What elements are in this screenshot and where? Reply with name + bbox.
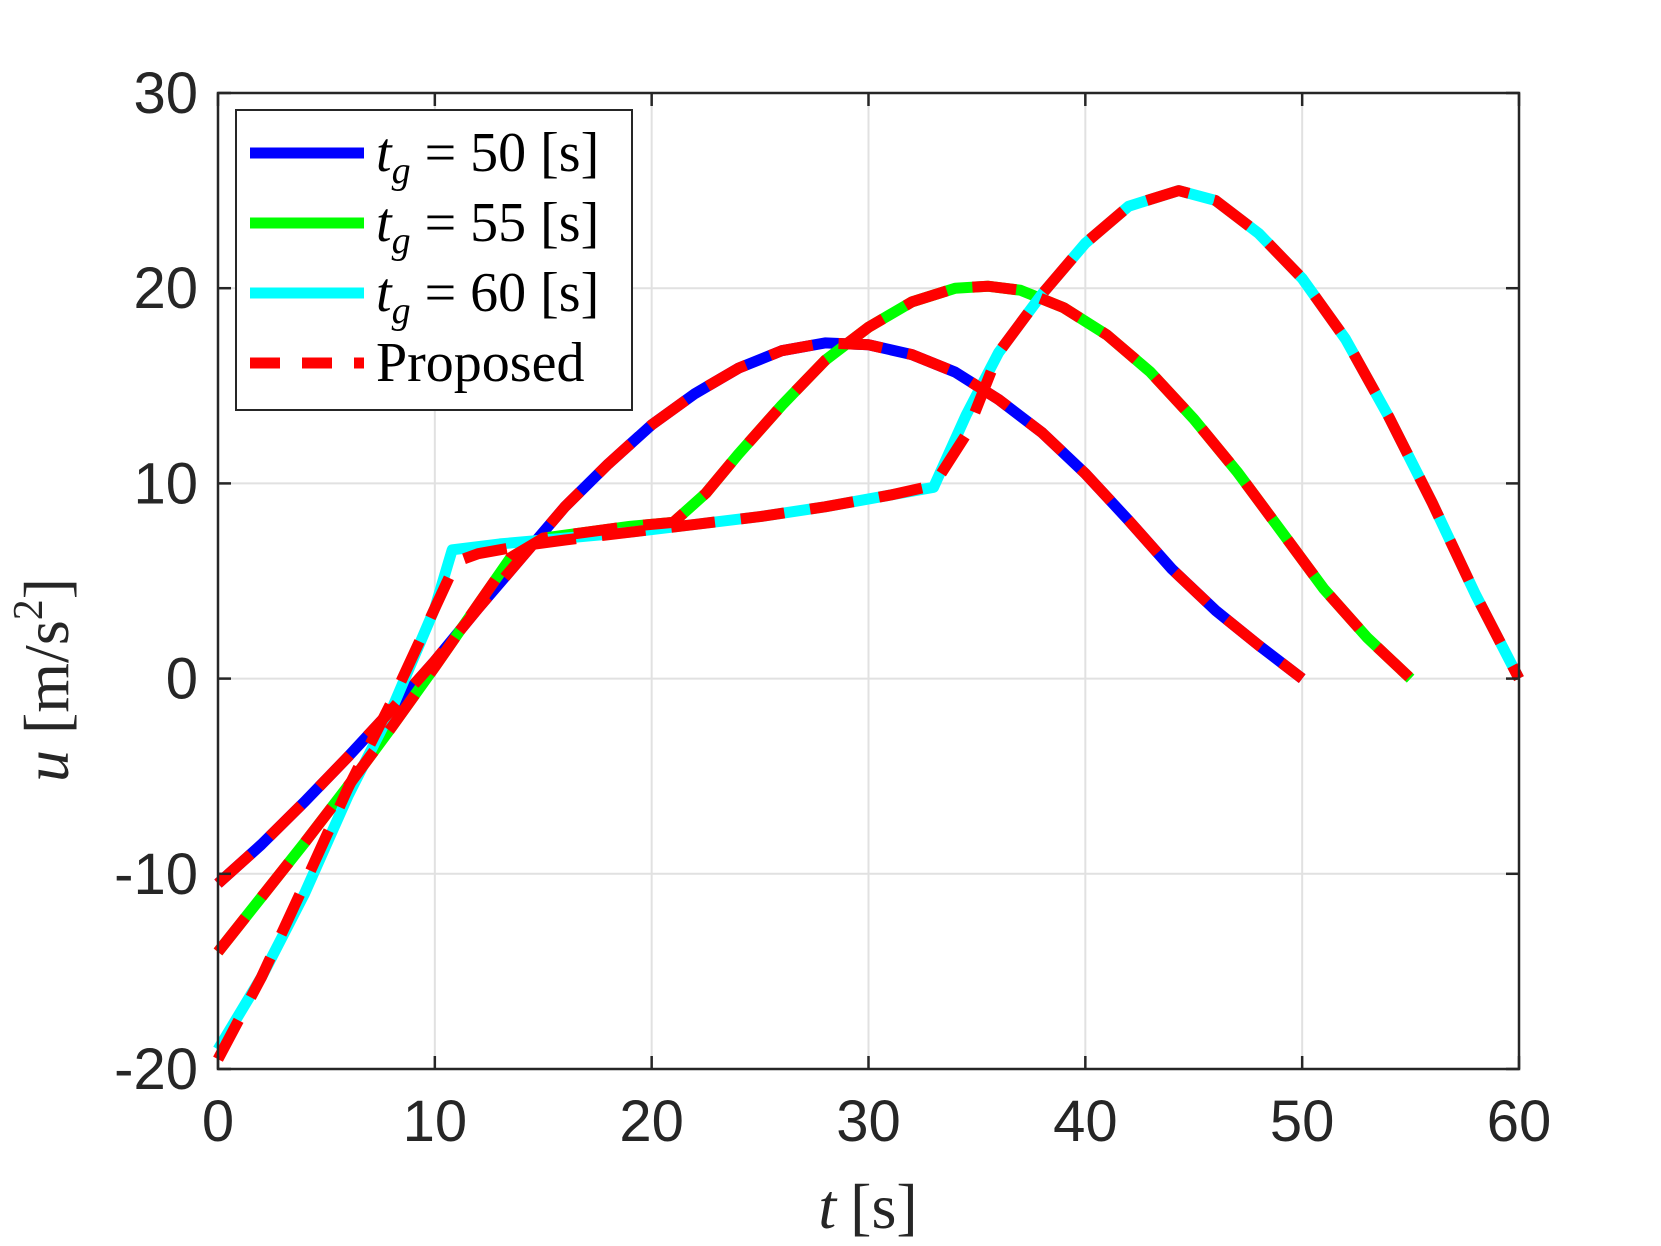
y-tick-label: 0 — [166, 647, 198, 712]
series-line-proposed-3 — [213, 185, 1524, 1062]
y-tick-label: -20 — [114, 1037, 198, 1102]
x-tick-label: 10 — [403, 1089, 468, 1154]
y-axis-unit-close: ] — [11, 578, 82, 599]
series-line-proposed-2 — [213, 280, 1415, 956]
x-tick-label: 30 — [836, 1089, 901, 1154]
x-tick-label: 0 — [202, 1089, 234, 1154]
y-axis-label: u [m/s2] — [6, 578, 82, 782]
x-axis-unit: [s] — [850, 1171, 918, 1242]
legend-label: tg = 55 [s] — [376, 192, 599, 262]
x-tick-label: 60 — [1487, 1089, 1552, 1154]
legend: tg = 50 [s]tg = 55 [s]tg = 60 [s]Propose… — [235, 109, 633, 411]
x-tick-label: 40 — [1053, 1089, 1118, 1154]
y-tick-label: 10 — [133, 451, 198, 516]
x-tick-label: 20 — [619, 1089, 684, 1154]
y-tick-label: 30 — [133, 61, 198, 126]
legend-label: tg = 60 [s] — [376, 262, 599, 332]
y-tick-label: -10 — [114, 842, 198, 907]
legend-label: Proposed — [376, 332, 584, 394]
x-axis-label: t [s] — [818, 1171, 917, 1242]
legend-label: tg = 50 [s] — [376, 122, 599, 192]
y-axis-unit-exponent: 2 — [6, 599, 52, 620]
axes — [216, 91, 1521, 1071]
y-tick-label: 20 — [133, 256, 198, 321]
x-tick-label: 50 — [1270, 1089, 1335, 1154]
y-axis-unit: [m/s — [11, 620, 82, 734]
x-axis-variable: t — [818, 1171, 838, 1242]
plot-area — [213, 185, 1524, 1062]
tick-labels: 0 10 20 30 40 50 60 -20 -10 0 10 20 30 — [114, 61, 1551, 1154]
y-axis-variable: u — [11, 750, 82, 782]
